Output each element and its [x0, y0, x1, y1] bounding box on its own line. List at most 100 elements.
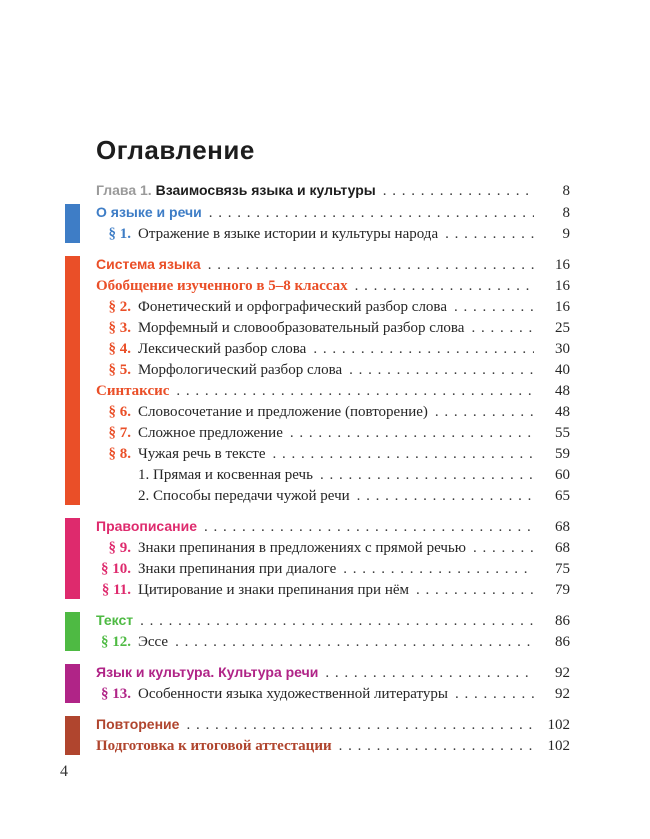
toc-entry-label: § 6. Словосочетание и предложение (повтор…: [96, 402, 428, 423]
toc-entry-label: Обобщение изученного в 5–8 классах: [96, 276, 348, 297]
toc-row: § 3. Морфемный и словообразовательный раз…: [96, 318, 571, 339]
toc-entry-label: Глава 1. Взаимосвязь языка и культуры: [96, 180, 376, 202]
toc-entry-label: Подготовка к итоговой аттестации: [96, 736, 332, 757]
toc-page-number: 9: [562, 226, 571, 242]
toc-entry-label: § 12. Эссе: [96, 632, 168, 653]
paragraph-number: § 10.: [101, 561, 131, 577]
dotted-leader: . . . . . . . . . . . . . . . . . . . . …: [471, 320, 534, 336]
toc-row: § 6. Словосочетание и предложение (повтор…: [96, 402, 571, 423]
toc-row: § 12. Эссе . . . . . . . . . . . . . . . .…: [96, 632, 570, 653]
toc-row: § 1. Отражение в языке истории и культуры…: [96, 224, 571, 245]
toc-page-number: 92: [555, 665, 570, 681]
toc-page-number: 102: [547, 738, 571, 754]
toc-group: Язык и культура. Культура речи . . . . . …: [65, 662, 570, 705]
toc-row: 2. Способы передачи чужой речи . . . . . …: [96, 486, 570, 507]
dotted-leader: . . . . . . . . . . . . . . . . . . . . …: [445, 226, 534, 242]
toc-entry-label: Синтаксис: [96, 381, 169, 402]
toc-page-number: 65: [555, 488, 570, 504]
toc-page-number: 25: [555, 320, 570, 336]
folio-page-number: 4: [60, 763, 68, 780]
toc-entry-label: 2. Способы передачи чужой речи: [96, 486, 350, 507]
toc-entry-label: § 7. Сложное предложение: [96, 423, 283, 444]
toc-entry-label: § 9. Знаки препинания в предложениях с пр…: [96, 538, 466, 559]
toc-entry-label: § 5. Морфологический разбор слова: [96, 360, 343, 381]
dotted-leader: . . . . . . . . . . . . . . . . . . . . …: [434, 404, 534, 420]
toc-row: Система языка . . . . . . . . . . . . . .…: [96, 254, 570, 276]
toc-entry-label: Правописание: [96, 516, 197, 538]
toc-entry-text: Синтаксис: [96, 383, 170, 399]
toc-page-number: 68: [555, 540, 570, 556]
toc-entry-label: Повторение: [96, 714, 179, 736]
blue-section-bar: [65, 204, 80, 243]
toc-entry-label: § 2. Фонетический и орфографический разбо…: [96, 297, 447, 318]
toc-row: 1. Прямая и косвенная речь . . . . . . . …: [96, 465, 570, 486]
toc-entry-text: Чужая речь в тексте: [138, 446, 266, 462]
toc-entry-label: Текст: [96, 610, 133, 632]
toc-page-number: 48: [555, 404, 570, 420]
toc-page-number: 75: [555, 561, 570, 577]
toc-row: § 13. Особенности языка художественной ли…: [96, 684, 570, 705]
dotted-leader: . . . . . . . . . . . . . . . . . . . . …: [343, 561, 534, 577]
toc-entry-text: Система языка: [96, 256, 201, 272]
toc-page-number: 16: [555, 299, 570, 315]
toc-entry-text: Лексический разбор слова: [138, 341, 307, 357]
toc-entry-label: § 11. Цитирование и знаки препинания при …: [96, 580, 409, 601]
dotted-leader: . . . . . . . . . . . . . . . . . . . . …: [272, 446, 534, 462]
toc-row: О языке и речи . . . . . . . . . . . . . …: [96, 202, 570, 224]
dotted-leader: . . . . . . . . . . . . . . . . . . . . …: [289, 425, 534, 441]
toc-entry-text: Морфологический разбор слова: [138, 362, 343, 378]
green-section-bar: [65, 612, 80, 651]
dotted-leader: . . . . . . . . . . . . . . . . . . . . …: [349, 362, 534, 378]
toc-entry-text: 2. Способы передачи чужой речи: [138, 488, 350, 504]
dotted-leader: . . . . . . . . . . . . . . . . . . . . …: [140, 613, 534, 629]
dotted-leader: . . . . . . . . . . . . . . . . . . . . …: [204, 519, 534, 535]
toc-row: Повторение . . . . . . . . . . . . . . . …: [96, 714, 570, 736]
dotted-leader: . . . . . . . . . . . . . . . . . . . . …: [175, 634, 534, 650]
toc-row: § 7. Сложное предложение . . . . . . . . .…: [96, 423, 571, 444]
toc-entry-label: § 3. Морфемный и словообразовательный раз…: [96, 318, 465, 339]
dotted-leader: . . . . . . . . . . . . . . . . . . . . …: [382, 183, 534, 199]
dotted-leader: . . . . . . . . . . . . . . . . . . . . …: [208, 205, 534, 221]
toc-entry-text: 1. Прямая и косвенная речь: [138, 467, 313, 483]
toc-group: О языке и речи . . . . . . . . . . . . . …: [65, 202, 571, 245]
toc-group: Система языка . . . . . . . . . . . . . .…: [65, 254, 571, 507]
toc-entry-text: Знаки препинания в предложениях с прямой…: [138, 540, 466, 556]
toc-page-number: 92: [555, 686, 570, 702]
paragraph-number: § 3.: [108, 320, 132, 336]
dotted-leader: . . . . . . . . . . . . . . . . . . . . …: [454, 686, 534, 702]
dotted-leader: . . . . . . . . . . . . . . . . . . . . …: [354, 278, 534, 294]
dotted-leader: . . . . . . . . . . . . . . . . . . . . …: [325, 665, 534, 681]
paragraph-number: § 1.: [108, 226, 132, 242]
dotted-leader: . . . . . . . . . . . . . . . . . . . . …: [338, 738, 534, 754]
toc-row: § 2. Фонетический и орфографический разбо…: [96, 297, 571, 318]
toc-page-number: 40: [555, 362, 570, 378]
toc-row: Синтаксис . . . . . . . . . . . . . . . .…: [96, 381, 570, 402]
toc-page-number: 55: [555, 425, 570, 441]
toc-row: Глава 1. Взаимосвязь языка и культуры . .…: [96, 180, 570, 202]
dotted-leader: . . . . . . . . . . . . . . . . . . . . …: [416, 582, 534, 598]
paragraph-number: § 2.: [108, 299, 132, 315]
pink-section-bar: [65, 518, 80, 599]
toc-page-number: 48: [555, 383, 570, 399]
paragraph-number: § 7.: [108, 425, 132, 441]
toc-entry-text: Обобщение изученного в 5–8 классах: [96, 278, 348, 294]
toc-entry-text: Глава 1.: [96, 182, 156, 198]
toc-row: Язык и культура. Культура речи . . . . . …: [96, 662, 570, 684]
toc-entry-text: Морфемный и словообразовательный разбор …: [138, 320, 465, 336]
toc-row: Текст . . . . . . . . . . . . . . . . . .…: [96, 610, 570, 632]
paragraph-number: § 8.: [108, 446, 132, 462]
toc-entry-text: Правописание: [96, 518, 198, 534]
toc-entry-text: Отражение в языке истории и культуры нар…: [138, 226, 439, 242]
toc-entry-label: § 10. Знаки препинания при диалоге: [96, 559, 336, 580]
paragraph-number: § 11.: [101, 582, 131, 598]
toc-row: § 10. Знаки препинания при диалоге . . . .…: [96, 559, 570, 580]
toc-row: § 4. Лексический разбор слова . . . . . . …: [96, 339, 571, 360]
dotted-leader: . . . . . . . . . . . . . . . . . . . . …: [472, 540, 534, 556]
toc-page-number: 86: [555, 634, 570, 650]
toc-row: § 9. Знаки препинания в предложениях с пр…: [96, 538, 571, 559]
dotted-leader: . . . . . . . . . . . . . . . . . . . . …: [313, 341, 534, 357]
purple-section-bar: [65, 664, 80, 703]
toc-entry-label: 1. Прямая и косвенная речь: [96, 465, 313, 486]
dotted-leader: . . . . . . . . . . . . . . . . . . . . …: [186, 717, 534, 733]
toc-entry-text: Сложное предложение: [138, 425, 283, 441]
